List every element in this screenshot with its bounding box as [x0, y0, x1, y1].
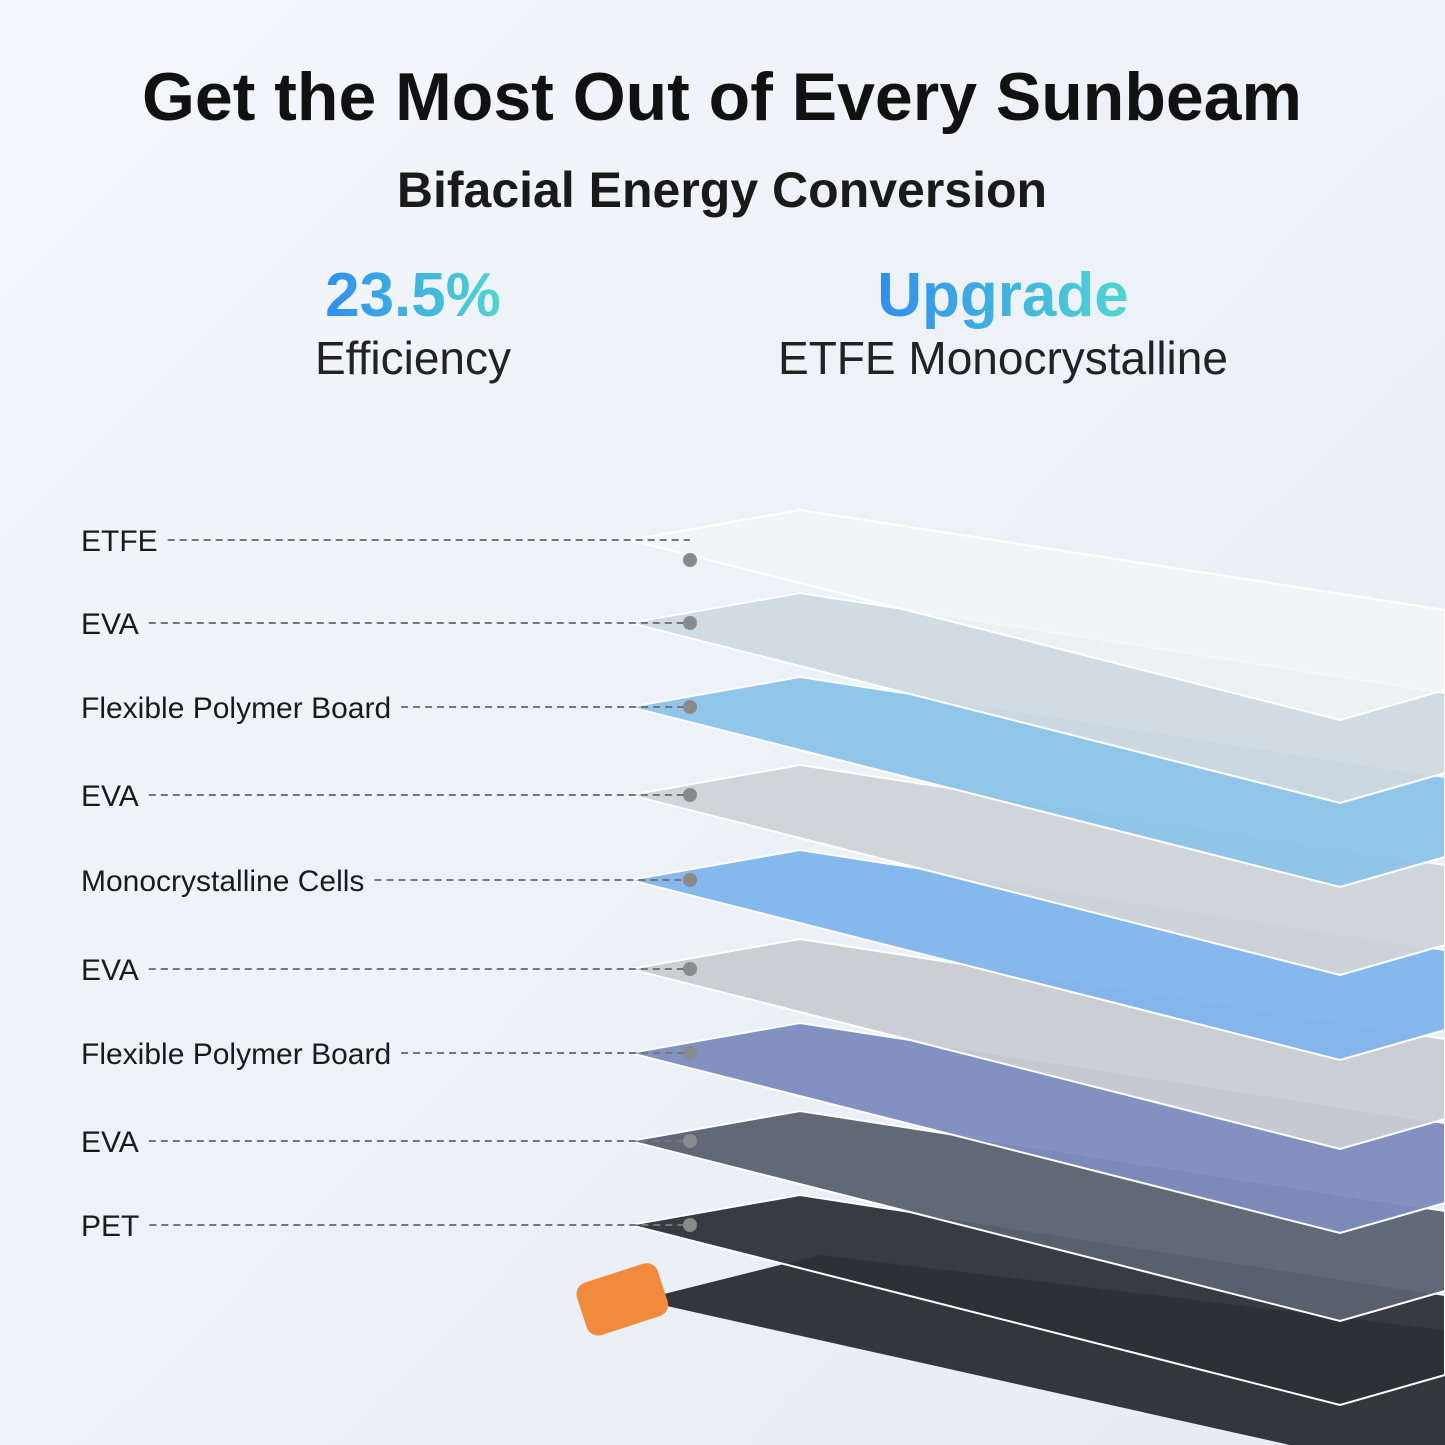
highlight-value: 23.5%	[325, 261, 501, 330]
leader-dot	[683, 962, 697, 976]
layer-sheet	[629, 508, 1445, 722]
leader-dot	[683, 1134, 697, 1148]
highlight-value: Upgrade	[877, 261, 1128, 330]
layer-sheet	[629, 675, 1445, 889]
leader-dot	[683, 1046, 697, 1060]
layer-label: EVA	[81, 780, 139, 813]
layer-label: ETFE	[81, 525, 158, 558]
layer-label: EVA	[81, 1126, 139, 1159]
layer-stack	[576, 508, 1445, 1445]
layer-sheet	[629, 848, 1445, 1062]
panel-handle	[576, 1263, 669, 1336]
title: Get the Most Out of Every Sunbeam	[142, 59, 1302, 135]
layer-label: Flexible Polymer Board	[81, 692, 391, 725]
layer-sheet	[629, 1193, 1445, 1407]
leader-dot	[683, 1218, 697, 1232]
layer-sheet	[629, 1109, 1445, 1323]
subtitle: Bifacial Energy Conversion	[397, 162, 1047, 218]
highlight-label: ETFE Monocrystalline	[778, 332, 1228, 384]
layer-sheet	[629, 763, 1445, 977]
leader-dot	[683, 700, 697, 714]
layer-sheet	[629, 937, 1445, 1151]
leader-dot	[683, 873, 697, 887]
leader-dot	[683, 788, 697, 802]
layer-label: EVA	[81, 608, 139, 641]
layer-sheet	[629, 591, 1445, 805]
layer-labels: ETFE EVA Flexible Polymer Board EVA Monocrys…	[81, 525, 697, 1243]
layer-label: EVA	[81, 954, 139, 987]
layer-label: Flexible Polymer Board	[81, 1038, 391, 1071]
leader-dot	[683, 553, 697, 567]
panel-base	[640, 1255, 1445, 1445]
layer-label: PET	[81, 1210, 139, 1243]
layer-sheet	[629, 1021, 1445, 1235]
highlight-label: Efficiency	[315, 332, 511, 384]
layer-label: Monocrystalline Cells	[81, 865, 364, 898]
leader-dot	[683, 616, 697, 630]
